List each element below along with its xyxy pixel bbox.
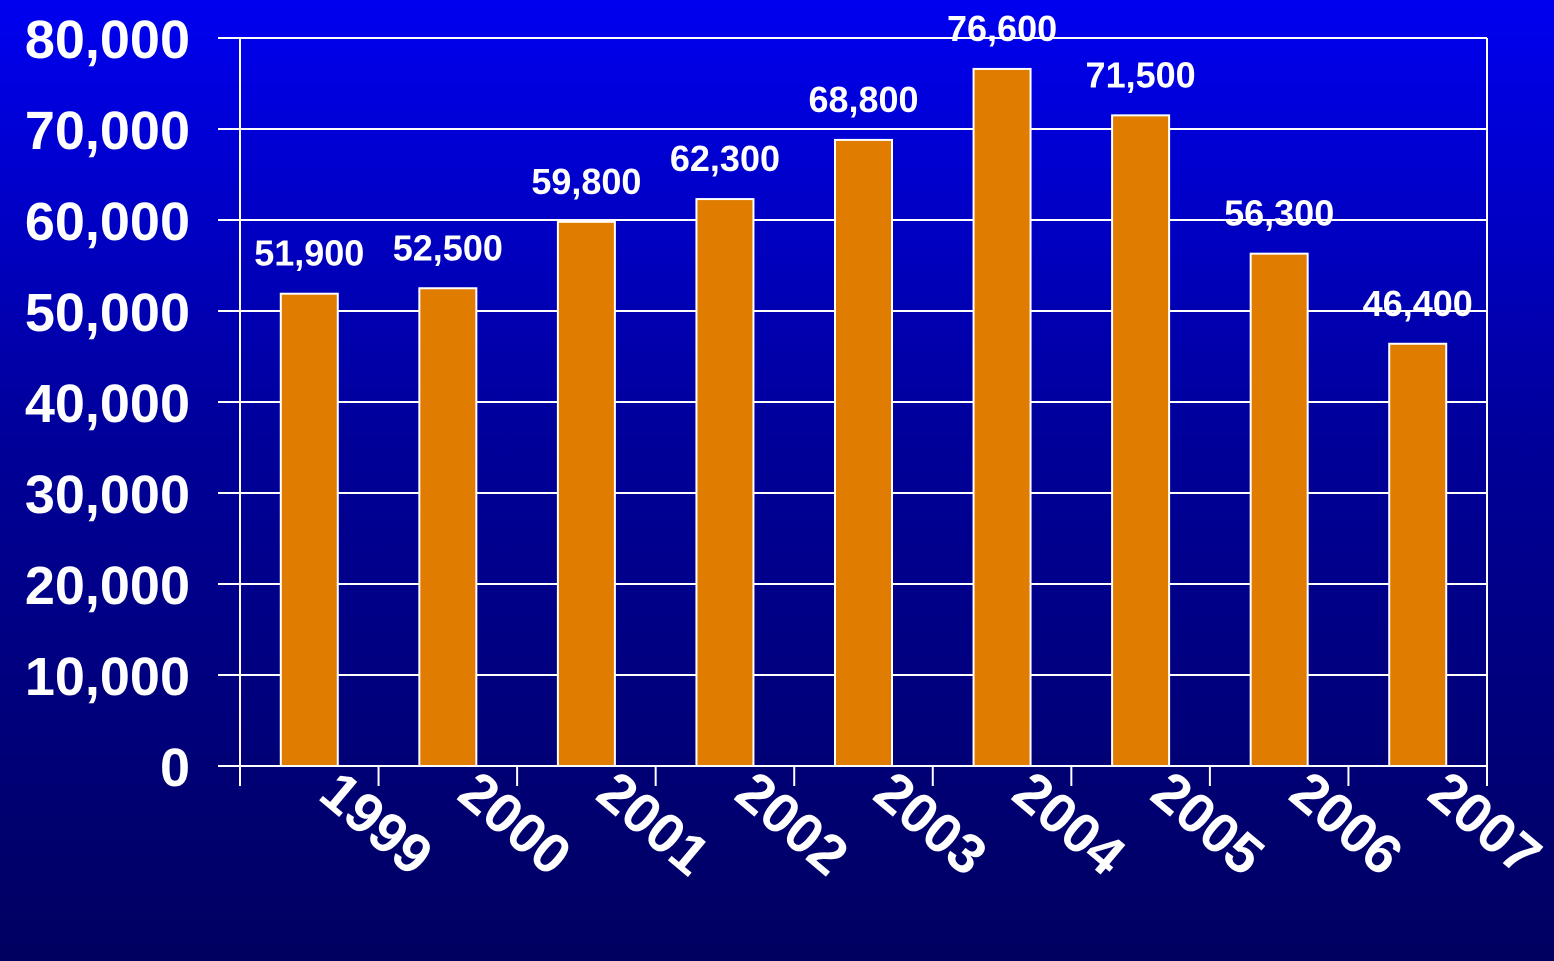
- data-label-2005: 71,500: [1086, 54, 1196, 95]
- y-tick-label: 80,000: [25, 10, 190, 70]
- y-tick-label: 0: [160, 738, 190, 798]
- x-tick-label-2003: 2003: [863, 759, 999, 887]
- data-label-2006: 56,300: [1224, 193, 1334, 234]
- data-label-2000: 52,500: [393, 227, 503, 268]
- y-tick-label: 60,000: [25, 192, 190, 252]
- x-tick-label-2000: 2000: [447, 759, 583, 887]
- bar-2003: [834, 138, 893, 768]
- x-tick-label-2001: 2001: [586, 759, 722, 887]
- bar-2000: [418, 287, 478, 767]
- bar-2005: [1111, 114, 1171, 768]
- bar-1999: [279, 292, 339, 767]
- bar-2002: [695, 198, 755, 767]
- x-tick-label-2004: 2004: [1002, 759, 1138, 887]
- bar-2001: [556, 220, 616, 767]
- x-tick-label-1999: 1999: [309, 759, 445, 887]
- data-label-1999: 51,900: [254, 233, 364, 274]
- bar-2007: [1388, 342, 1448, 767]
- x-tick-label-2006: 2006: [1279, 759, 1415, 887]
- y-tick-label: 70,000: [25, 101, 190, 161]
- data-label-2003: 68,800: [808, 79, 918, 120]
- x-tick-label-2007: 2007: [1417, 759, 1553, 887]
- axes: [218, 37, 1488, 786]
- y-tick-label: 40,000: [25, 374, 190, 434]
- x-tick-label-2002: 2002: [725, 759, 861, 887]
- y-tick-label: 10,000: [25, 647, 190, 707]
- data-label-2007: 46,400: [1363, 283, 1473, 324]
- bars: [279, 67, 1448, 768]
- data-label-2004: 76,600: [947, 8, 1057, 49]
- data-label-2002: 62,300: [670, 138, 780, 179]
- data-label-2001: 59,800: [531, 161, 641, 202]
- y-tick-label: 50,000: [25, 283, 190, 343]
- y-tick-label: 20,000: [25, 556, 190, 616]
- y-tick-label: 30,000: [25, 465, 190, 525]
- bar-2004: [972, 67, 1032, 767]
- labels: 0 10,000 20,000 30,000 40,000 50,000 60,000 70,…: [25, 8, 1553, 887]
- bar-2006: [1249, 252, 1309, 768]
- x-tick-label-2005: 2005: [1140, 759, 1276, 887]
